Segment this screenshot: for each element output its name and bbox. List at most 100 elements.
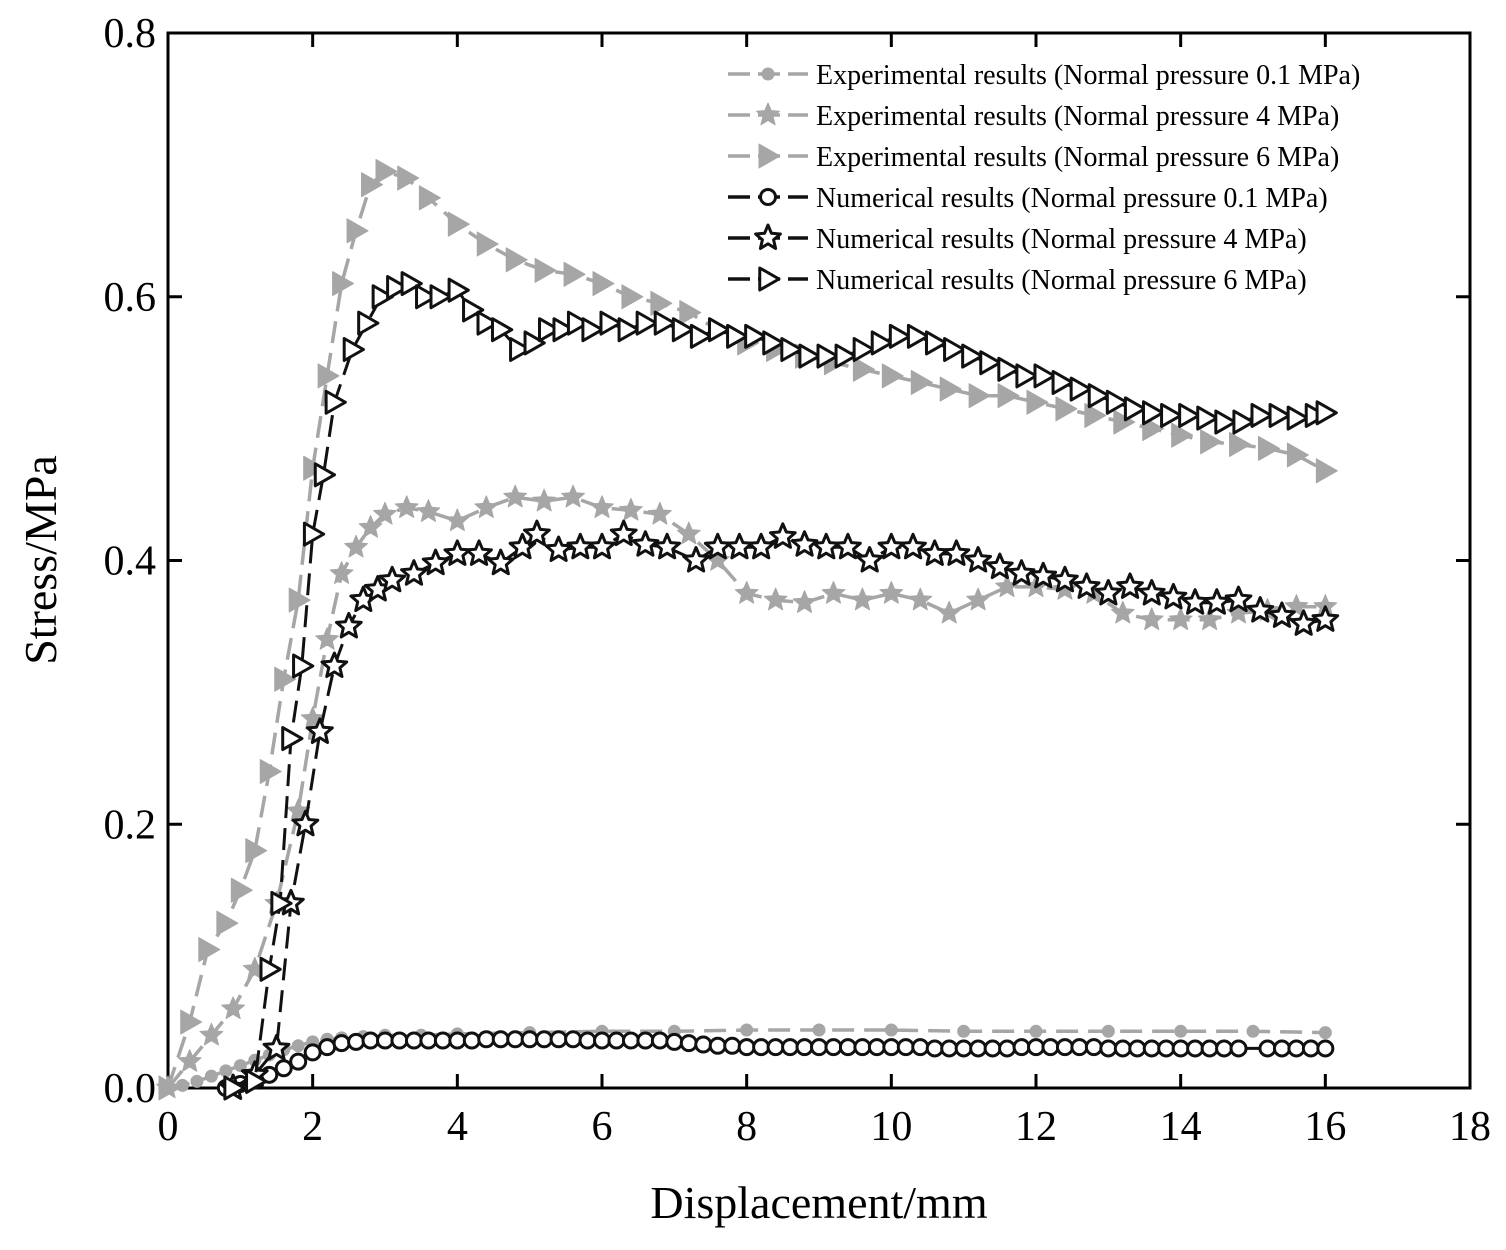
data-point bbox=[357, 310, 380, 336]
data-point bbox=[795, 1038, 814, 1057]
data-point bbox=[429, 284, 452, 310]
data-point bbox=[968, 383, 991, 409]
data-point bbox=[650, 290, 673, 316]
series-2 bbox=[156, 484, 1338, 1099]
data-point bbox=[400, 271, 423, 297]
data-point bbox=[979, 350, 1002, 376]
data-point bbox=[1027, 1038, 1045, 1057]
data-point bbox=[404, 1031, 423, 1050]
data-point bbox=[834, 532, 862, 560]
data-point bbox=[1128, 1039, 1147, 1058]
data-point bbox=[324, 389, 347, 415]
data-point bbox=[592, 271, 615, 297]
data-point bbox=[997, 383, 1020, 409]
data-point bbox=[766, 1038, 785, 1057]
data-point bbox=[631, 530, 660, 557]
data-point bbox=[566, 310, 590, 336]
data-point bbox=[1051, 565, 1079, 593]
data-point bbox=[1224, 585, 1253, 613]
data-point bbox=[313, 462, 337, 488]
data-point bbox=[233, 1059, 247, 1073]
series-layer bbox=[156, 158, 1340, 1101]
data-point bbox=[998, 1039, 1017, 1058]
series-5 bbox=[219, 519, 1340, 1100]
data-point bbox=[534, 257, 557, 283]
data-point bbox=[966, 587, 990, 611]
data-point bbox=[910, 369, 933, 395]
data-point bbox=[544, 535, 573, 562]
data-point bbox=[961, 343, 984, 369]
data-point bbox=[346, 218, 369, 244]
data-point bbox=[855, 546, 884, 573]
y-tick-label: 0.0 bbox=[104, 1066, 157, 1112]
data-point bbox=[682, 546, 710, 573]
data-point bbox=[532, 488, 556, 512]
data-point bbox=[180, 1009, 203, 1035]
data-point bbox=[443, 539, 472, 566]
legend-entry: Numerical results (Normal pressure 6 MPa… bbox=[728, 265, 1307, 296]
data-point bbox=[1229, 431, 1252, 457]
data-point bbox=[1268, 601, 1296, 628]
data-point bbox=[561, 484, 585, 508]
data-point bbox=[190, 1074, 204, 1088]
data-point bbox=[1141, 400, 1165, 426]
data-point bbox=[621, 284, 644, 310]
data-point bbox=[798, 343, 821, 369]
data-point bbox=[621, 1031, 640, 1050]
data-point bbox=[679, 300, 702, 326]
data-point bbox=[924, 330, 948, 356]
data-point bbox=[486, 548, 515, 576]
data-point bbox=[769, 522, 797, 549]
data-point bbox=[474, 495, 499, 518]
data-point bbox=[1246, 1024, 1260, 1038]
data-point bbox=[230, 877, 253, 903]
data-point bbox=[1029, 1024, 1043, 1038]
data-point bbox=[812, 1023, 826, 1037]
data-point bbox=[1203, 588, 1231, 615]
data-point bbox=[199, 1022, 224, 1046]
data-point bbox=[1015, 363, 1038, 389]
data-point bbox=[689, 323, 713, 349]
x-tick-label: 18 bbox=[1449, 1104, 1491, 1150]
data-point bbox=[219, 1064, 233, 1078]
data-point bbox=[1268, 402, 1291, 428]
data-point bbox=[1055, 396, 1078, 422]
data-point bbox=[445, 508, 470, 532]
data-point bbox=[523, 330, 546, 356]
data-point bbox=[810, 1038, 828, 1057]
legend-marker bbox=[761, 67, 775, 81]
data-point bbox=[942, 539, 971, 566]
data-point bbox=[421, 548, 450, 576]
data-point bbox=[397, 165, 420, 191]
data-point bbox=[1139, 607, 1164, 631]
data-point bbox=[415, 284, 438, 310]
data-point bbox=[676, 521, 701, 545]
data-point bbox=[1286, 405, 1309, 431]
data-point bbox=[852, 337, 875, 362]
data-point bbox=[204, 1069, 218, 1083]
data-point bbox=[262, 1033, 291, 1061]
data-point bbox=[386, 275, 409, 301]
data-point bbox=[744, 323, 767, 349]
legend-label: Numerical results (Normal pressure 6 MPa… bbox=[816, 265, 1307, 296]
data-point bbox=[447, 211, 470, 237]
legend-marker bbox=[754, 223, 782, 250]
data-point bbox=[1033, 363, 1056, 389]
data-point bbox=[477, 1030, 496, 1049]
data-point bbox=[1229, 1039, 1248, 1058]
data-point bbox=[792, 590, 817, 613]
x-axis-ticks: 0 2 4 6 8 10 12 14 16 18 bbox=[158, 33, 1491, 1150]
data-point bbox=[648, 501, 672, 525]
data-point bbox=[747, 532, 775, 560]
data-point bbox=[653, 310, 676, 336]
legend-marker bbox=[759, 188, 777, 206]
legend: Experimental results (Normal pressure 0.… bbox=[728, 60, 1360, 296]
series-3 bbox=[158, 158, 1338, 1101]
data-point bbox=[708, 1036, 727, 1055]
data-point bbox=[563, 261, 586, 287]
data-point bbox=[1257, 435, 1280, 461]
data-point bbox=[939, 376, 962, 402]
data-point bbox=[940, 1039, 959, 1058]
data-point bbox=[361, 1031, 380, 1050]
data-point bbox=[1197, 607, 1222, 631]
